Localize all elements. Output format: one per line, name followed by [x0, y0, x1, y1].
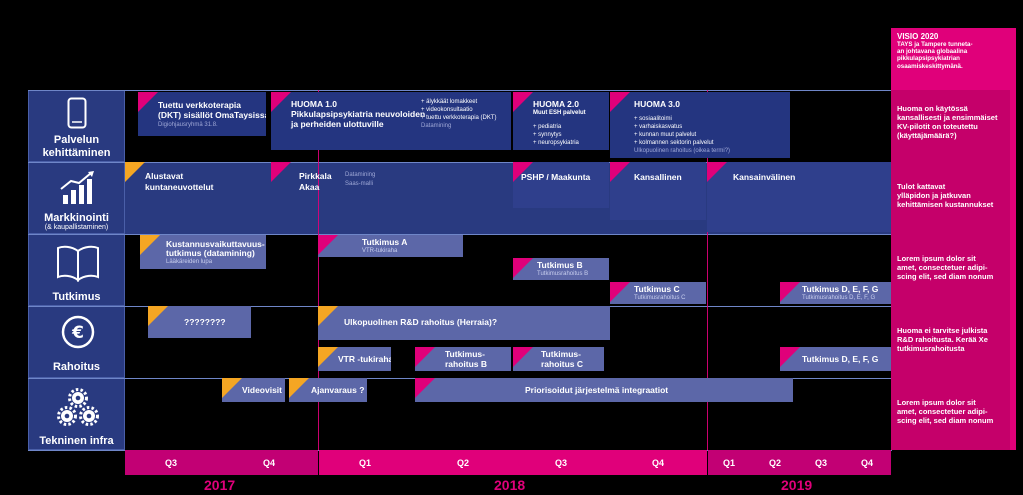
quarter-label: Q4	[861, 458, 874, 468]
rh-b: Tutkimus- rahoitus B	[415, 347, 511, 371]
quarter-label: Q4	[652, 458, 665, 468]
tk-kustannus: Kustannusvaikuttavuus- tutkimus (datamin…	[140, 235, 266, 269]
quarter-label: Q2	[457, 458, 470, 468]
lane-tutkimus-label: Tutkimus	[52, 291, 101, 303]
inf-ajanvaraus: Ajanvaraus ?	[289, 378, 367, 402]
goal-rahoitus: Huoma ei tarvitse julkista R&D rahoitusta…	[891, 306, 1010, 378]
vision-box: VISIO 2020 TAYS ja Tampere tunneta-an jo…	[891, 28, 1010, 90]
huoma-1-box: HUOMA 1.0 Pikkulapsipsykiatria neuvoloid…	[271, 92, 511, 150]
timeline-bar-2017	[125, 450, 318, 475]
row-divider	[28, 90, 892, 91]
year-divider-2018	[318, 90, 319, 450]
rh-ulkopuolinen: Ulkopuolinen R&D rahoitus (Herraia)?	[318, 306, 610, 340]
vision-stripe	[1010, 28, 1016, 450]
goal-palvelu: Huoma on käytössä kansallisesti ja ensimm…	[891, 90, 1010, 162]
mk-alustavat: Alustavat kuntaneuvottelut	[125, 162, 268, 202]
year-label: 2019	[781, 477, 813, 493]
goal-tutkimus: Lorem ipsum dolor sit amet, consectetuer …	[891, 234, 1010, 306]
mk-kansallinen: Kansallinen	[610, 162, 706, 220]
year-label: 2018	[494, 477, 526, 493]
lane-rahoitus-label: Rahoitus	[52, 361, 101, 373]
rh-unknown: ????????	[148, 306, 251, 338]
quarter-label: Q1	[359, 458, 372, 468]
rh-vtr: VTR -tukiraha	[318, 347, 391, 371]
vision-text: TAYS ja Tampere tunneta-an johtavana glo…	[897, 41, 973, 70]
year-label: 2017	[204, 477, 236, 493]
quarter-label: Q2	[769, 458, 782, 468]
tk-a: Tutkimus A VTR-tukiraha	[318, 235, 463, 257]
growth-chart-icon	[60, 171, 94, 204]
mk-pirkkala: Pirkkala Akaa Datamining Saas-malli	[271, 162, 511, 208]
rh-c: Tutkimus- rahoitus C	[513, 347, 604, 371]
lane-palvelu-label: Palvelun kehittäminen	[42, 134, 111, 159]
goal-infra: Lorem ipsum dolor sit amet, consectetuer …	[891, 378, 1010, 450]
rh-d: Tutkimus D, E, F, G	[780, 347, 891, 371]
inf-videovisit: Videovisit	[222, 378, 285, 402]
huoma-2-box: HUOMA 2.0 Muut ESH palvelut + pediatria …	[513, 92, 609, 150]
euro-coin-icon: €	[61, 315, 95, 349]
lane-markkinointi-label: Markkinointi	[44, 212, 109, 224]
lane-tutkimus: Tutkimus	[28, 234, 125, 306]
timeline-bar-2018	[319, 450, 707, 475]
vision-title: VISIO 2020	[897, 32, 939, 41]
quarter-label: Q3	[815, 458, 828, 468]
smartphone-icon	[67, 97, 87, 129]
huoma-3-box: HUOMA 3.0 + sosiaalitoimi + varhaiskasva…	[610, 92, 790, 158]
year-divider-2019	[707, 90, 708, 450]
row-divider	[28, 162, 892, 163]
dkt-box: Tuettu verkkoterapia (DKT) sisällöt OmaT…	[138, 92, 266, 136]
lane-rahoitus: € Rahoitus	[28, 306, 125, 378]
quarter-label: Q3	[165, 458, 178, 468]
quarter-label: Q4	[263, 458, 276, 468]
inf-priorisoidut: Priorisoidut järjestelmä integraatiot	[415, 378, 793, 402]
tk-c: Tutkimus C Tutkimusrahoitus C	[610, 282, 706, 304]
quarter-label: Q1	[723, 458, 736, 468]
row-divider	[28, 234, 892, 235]
timeline-bar-2019	[708, 450, 891, 475]
svg-text:€: €	[71, 323, 84, 343]
lane-infra: Tekninen infra	[28, 378, 125, 450]
lane-palvelu: Palvelun kehittäminen	[28, 90, 125, 162]
lane-infra-label: Tekninen infra	[39, 435, 114, 447]
lane-markkinointi: Markkinointi (& kaupallistaminen)	[28, 162, 125, 234]
lane-markkinointi-sub: (& kaupallistaminen)	[44, 224, 109, 231]
mk-pshp: PSHP / Maakunta	[513, 162, 609, 208]
tk-d: Tutkimus D, E, F, G Tutkimusrahoitus D, …	[780, 282, 891, 304]
mk-kansainvalinen: Kansainvälinen	[707, 162, 891, 232]
goal-markkinointi: Tulot kattavat ylläpidon ja jatkuvan kehit…	[891, 162, 1010, 234]
open-book-icon	[57, 245, 99, 282]
gears-icon	[57, 388, 99, 426]
quarter-label: Q3	[555, 458, 568, 468]
tk-b: Tutkimus B Tutkimusrahoitus B	[513, 258, 609, 280]
